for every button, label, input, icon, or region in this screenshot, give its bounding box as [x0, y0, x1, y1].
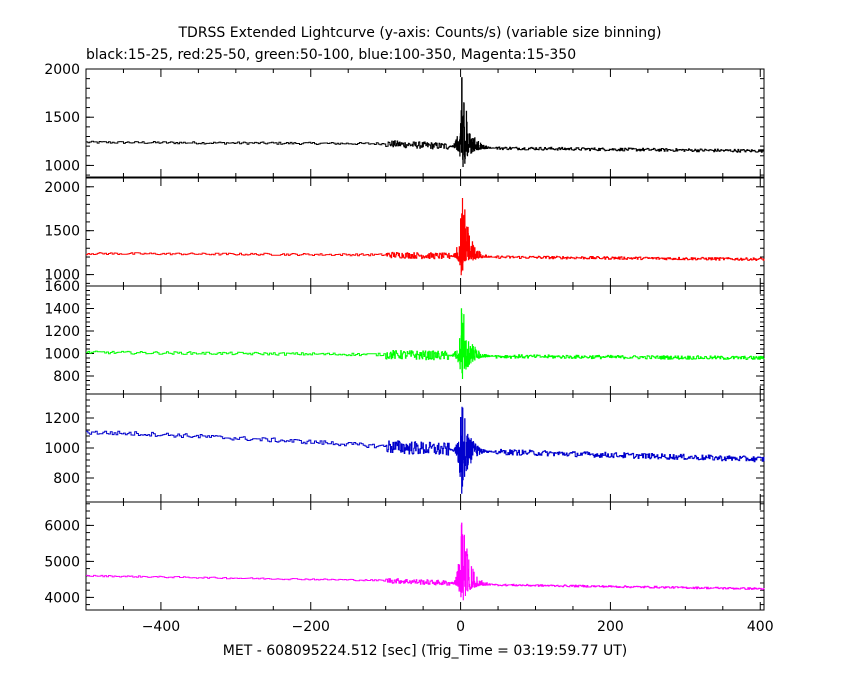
y-tick-label: 1500 [44, 224, 80, 240]
x-tick-label: 400 [747, 619, 774, 635]
panel-frame [85, 393, 765, 503]
series-line-2 [86, 198, 765, 276]
x-tick-label: 200 [597, 619, 624, 635]
y-tick-label: 5000 [44, 554, 80, 570]
y-tick-label: 4000 [44, 590, 80, 606]
y-tick-label: 1000 [44, 158, 80, 174]
panel-3: 800 1000 1200 1400 1600 [44, 279, 765, 395]
panel-4: 800 1000 1200 [44, 393, 765, 503]
y-tick-label: 1500 [44, 110, 80, 126]
y-tick-label: 800 [53, 369, 80, 385]
series-line-4 [86, 406, 765, 494]
chart-subtitle: black:15-25, red:25-50, green:50-100, bl… [86, 47, 576, 63]
panel-1: 1000 1500 2000 [44, 62, 765, 178]
y-tick-label: 2000 [44, 62, 80, 78]
panel-frame [85, 68, 765, 178]
y-tick-label: 1200 [44, 324, 80, 340]
x-axis-label: MET - 608095224.512 [sec] (Trig_Time = 0… [223, 643, 627, 659]
y-tick-label: 1400 [44, 302, 80, 318]
series-line-1 [86, 77, 765, 167]
panel-frame [85, 501, 765, 611]
y-tick-label: 2000 [44, 180, 80, 196]
panel-2: 1000 1500 2000 [44, 177, 765, 287]
y-tick-label: 1200 [44, 411, 80, 427]
series-line-5 [86, 522, 765, 601]
x-axis: −400 −200 0 200 400 [142, 619, 774, 635]
series-line-3 [86, 308, 765, 379]
chart-title: TDRSS Extended Lightcurve (y-axis: Count… [177, 25, 661, 41]
y-tick-label: 1000 [44, 347, 80, 363]
panels-group: 1000 1500 2000 1000 1500 2000 800 1000 1200 1400 1… [44, 62, 765, 611]
y-tick-label: 1000 [44, 441, 80, 457]
x-tick-label: −400 [142, 619, 180, 635]
panel-frame [85, 285, 765, 395]
x-tick-label: 0 [456, 619, 465, 635]
panel-frame [85, 177, 765, 287]
y-tick-label: 1000 [44, 268, 80, 284]
y-tick-label: 6000 [44, 518, 80, 534]
y-tick-label: 800 [53, 471, 80, 487]
y-tick-label: 1600 [44, 279, 80, 295]
panel-5: 4000 5000 6000 [44, 501, 765, 611]
x-tick-label: −200 [292, 619, 330, 635]
